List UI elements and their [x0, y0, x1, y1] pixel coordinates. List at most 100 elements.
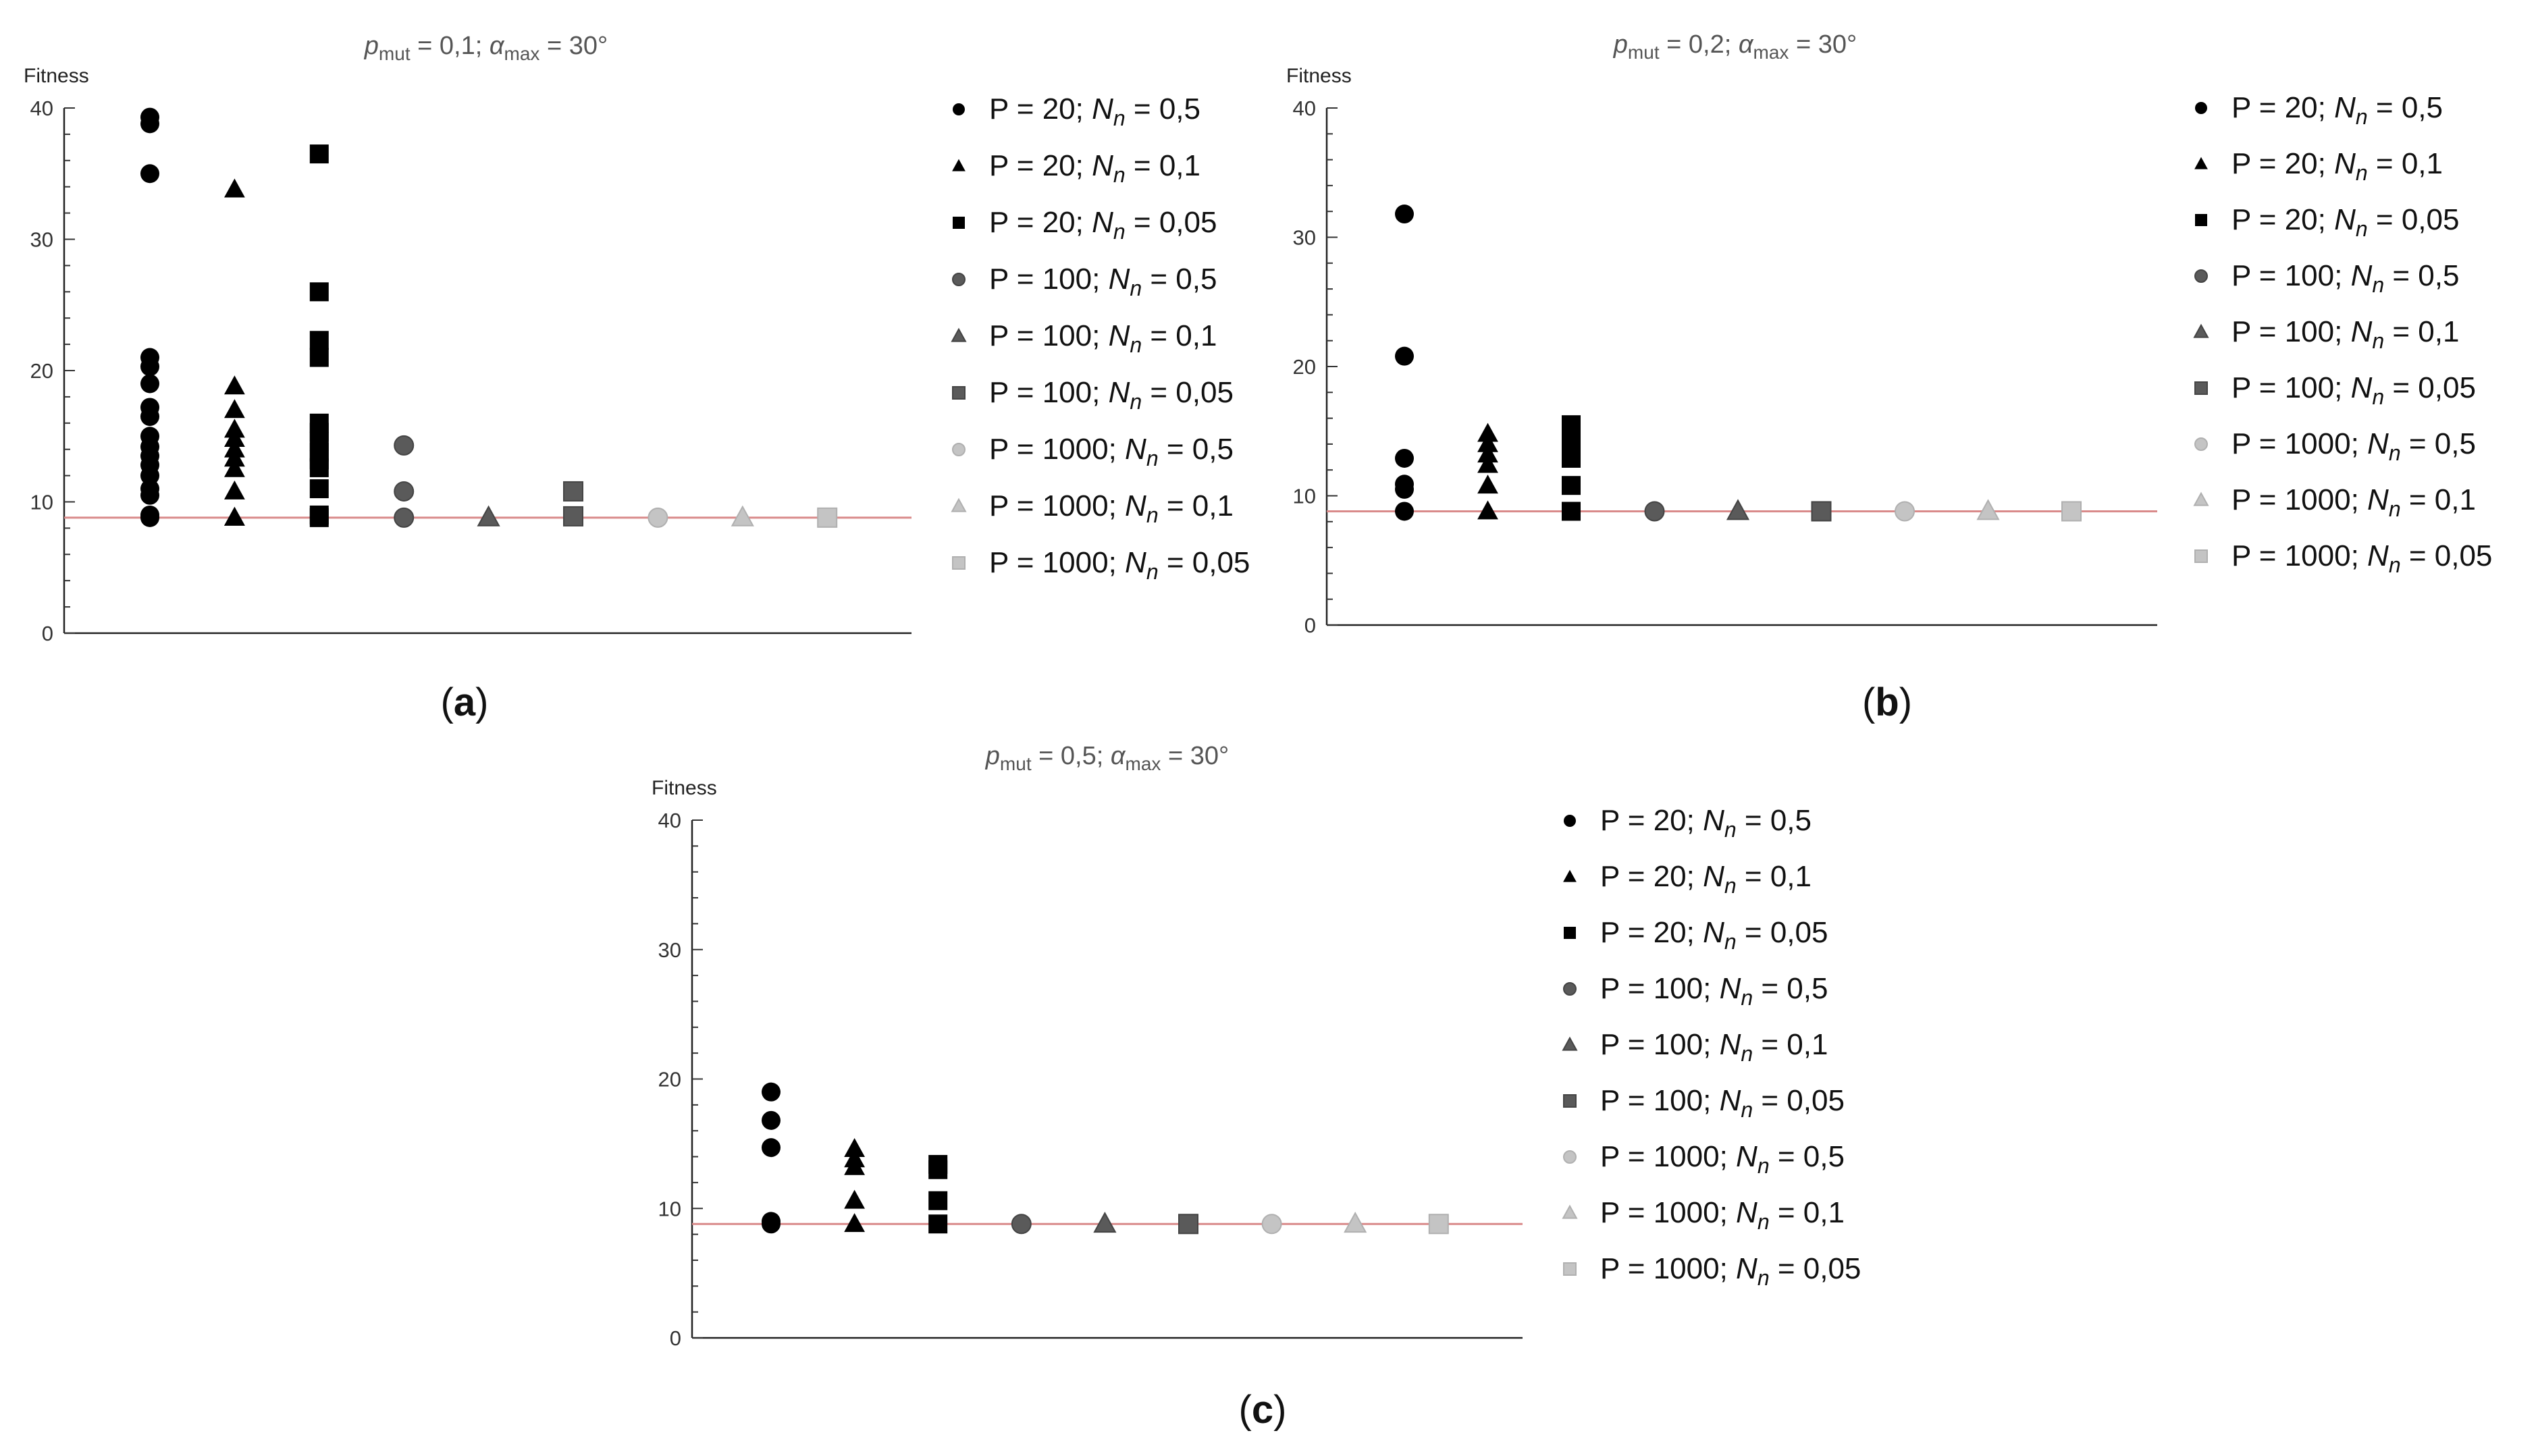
- legend-marker: [951, 497, 967, 512]
- data-point: [224, 506, 245, 526]
- legend-label: P = 20; Nn = 0,5: [1600, 804, 1812, 842]
- data-point: [140, 466, 159, 485]
- legend: P = 20; Nn = 0,5 P = 20; Nn = 0,1 P = 20; …: [951, 92, 1250, 584]
- data-point: [1395, 346, 1414, 366]
- chart-title: pmut = 0,2; αmax = 30°: [1613, 30, 1857, 63]
- legend-label: P = 100; Nn = 0,5: [2231, 259, 2459, 297]
- data-point: [1428, 1214, 1449, 1235]
- data-point: [309, 479, 329, 499]
- data-point: [309, 331, 329, 350]
- series-7: [1261, 1214, 1282, 1235]
- data-point: [1477, 443, 1498, 463]
- legend-marker: [1563, 1262, 1577, 1276]
- data-point: [140, 508, 159, 527]
- data-point: [224, 448, 245, 467]
- data-point: [224, 428, 245, 448]
- legend-label: P = 1000; Nn = 0,05: [2231, 539, 2492, 577]
- legend-label: P = 1000; Nn = 0,5: [1600, 1140, 1845, 1178]
- series-8: [1976, 499, 2000, 520]
- legend-marker: [2194, 381, 2208, 395]
- data-point: [309, 282, 329, 302]
- y-tick-label: 40: [658, 809, 681, 832]
- legend-marker: [953, 103, 965, 115]
- series-3: [1562, 415, 1581, 521]
- data-point: [762, 1138, 781, 1158]
- chart-panel-c: pmut = 0,5; αmax = 30° Fitness 0 10 20 30 40 P …: [652, 742, 1861, 1432]
- data-point: [309, 348, 329, 367]
- legend-marker: [953, 217, 965, 229]
- data-point: [762, 1214, 781, 1234]
- data-point: [140, 164, 159, 184]
- legend: P = 20; Nn = 0,5 P = 20; Nn = 0,1 P = 20; …: [1562, 804, 1861, 1290]
- legend-marker: [1563, 1094, 1577, 1108]
- series-8: [1344, 1212, 1367, 1233]
- chart-panel-a: pmut = 0,1; αmax = 30° Fitness 0 10 20 30 40 P …: [24, 32, 1250, 724]
- data-point: [844, 1189, 865, 1209]
- y-tick-label: 20: [1293, 355, 1316, 379]
- data-point: [224, 399, 245, 419]
- legend-marker: [952, 386, 966, 400]
- y-axis-label: Fitness: [24, 65, 89, 87]
- series-6: [1178, 1214, 1198, 1235]
- y-tick-label: 40: [1293, 97, 1316, 120]
- data-point: [224, 178, 245, 198]
- legend-label: P = 20; Nn = 0,05: [1600, 916, 1828, 954]
- legend-label: P = 1000; Nn = 0,05: [989, 546, 1250, 584]
- legend-marker: [2193, 323, 2209, 338]
- data-point: [140, 374, 159, 394]
- series-9: [2061, 501, 2082, 522]
- data-point: [928, 1191, 948, 1210]
- data-point: [1477, 500, 1498, 520]
- data-point: [1895, 501, 1915, 522]
- y-tick-label: 30: [658, 938, 681, 962]
- legend-marker: [952, 159, 966, 171]
- data-point: [394, 481, 415, 502]
- data-point: [648, 507, 668, 528]
- data-point: [1477, 423, 1498, 442]
- data-point: [140, 114, 159, 134]
- legend-marker: [2194, 157, 2208, 169]
- data-point: [2061, 501, 2082, 522]
- data-point: [844, 1156, 865, 1175]
- panel-label: (b): [1862, 680, 1912, 724]
- data-point: [394, 507, 415, 528]
- y-tick-label: 0: [1304, 614, 1316, 637]
- series-2: [224, 178, 245, 526]
- data-point: [140, 357, 159, 377]
- legend-label: P = 100; Nn = 0,05: [2231, 371, 2476, 409]
- legend-label: P = 20; Nn = 0,1: [2231, 147, 2443, 185]
- y-axis-label: Fitness: [1286, 65, 1352, 87]
- data-point: [224, 375, 245, 395]
- data-point: [140, 485, 159, 505]
- legend-label: P = 20; Nn = 0,1: [1600, 860, 1812, 898]
- legend-label: P = 100; Nn = 0,05: [1600, 1084, 1845, 1122]
- series-5: [477, 505, 500, 527]
- data-point: [1093, 1212, 1117, 1233]
- data-point: [1261, 1214, 1282, 1235]
- legend-label: P = 1000; Nn = 0,5: [989, 433, 1234, 470]
- data-point: [1395, 448, 1414, 468]
- series-5: [1093, 1212, 1117, 1233]
- legend-marker: [2194, 549, 2208, 563]
- data-point: [563, 506, 583, 527]
- series-3: [309, 144, 329, 527]
- legend-marker: [1562, 1204, 1578, 1219]
- y-tick-label: 0: [670, 1326, 681, 1350]
- data-point: [731, 505, 754, 527]
- data-point: [1726, 499, 1750, 520]
- series-1: [1395, 205, 1414, 521]
- panel-label: (c): [1239, 1388, 1287, 1432]
- series-2: [1477, 423, 1498, 520]
- legend-label: P = 1000; Nn = 0,1: [2231, 483, 2476, 521]
- legend-label: P = 1000; Nn = 0,05: [1600, 1252, 1861, 1290]
- data-point: [309, 508, 329, 527]
- legend-marker: [2193, 491, 2209, 506]
- series-8: [731, 505, 754, 527]
- y-tick-label: 20: [658, 1068, 681, 1091]
- legend-label: P = 20; Nn = 0,05: [2231, 203, 2459, 241]
- y-axis-label: Fitness: [652, 777, 717, 799]
- legend-marker: [1564, 927, 1576, 939]
- data-point: [817, 507, 838, 528]
- y-tick-label: 20: [30, 359, 53, 383]
